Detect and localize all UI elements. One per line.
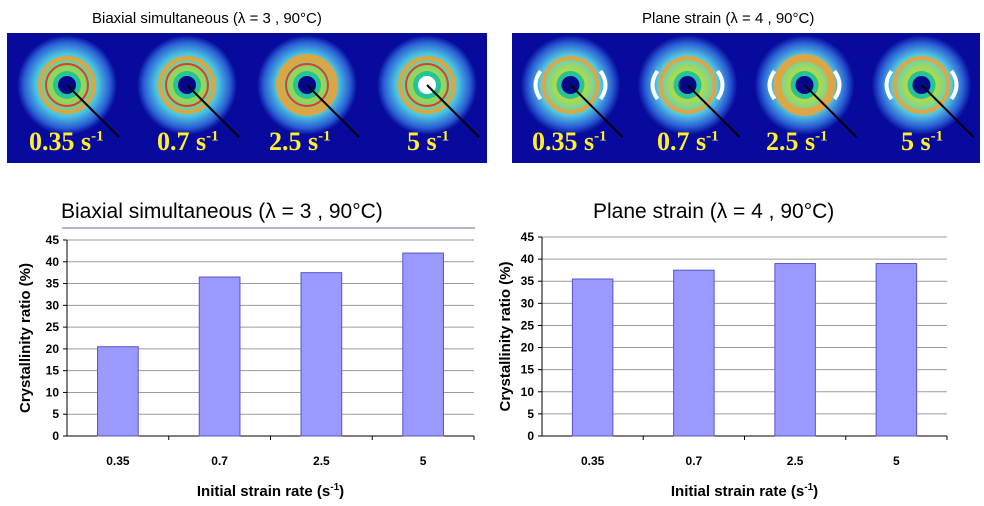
strain-rate-label: 5 s-1: [407, 127, 450, 156]
x-tick-label: 5: [420, 454, 427, 468]
strain-rate-label: 0.7 s-1: [657, 127, 719, 156]
x-axis-label: Initial strain rate (s-1): [671, 482, 818, 500]
biaxial-pattern-strip: 0.35 s-1 0.7 s-1 2.5 s-1 5 s-1: [7, 33, 487, 163]
bar: [97, 346, 139, 437]
biaxial-crystallinity-chart: 0 5 10 15 20 25 30 35 40 45 0.35 0.7 2.5 5 Initial str…: [17, 227, 475, 500]
y-tick-label: 15: [46, 364, 60, 378]
y-tick-label: 45: [521, 230, 535, 244]
strain-rate-label: 2.5 s-1: [766, 127, 828, 156]
strain-rate-label: 0.7 s-1: [157, 127, 219, 156]
y-tick-label: 30: [46, 298, 60, 312]
y-tick-label: 45: [46, 233, 60, 247]
y-tick-label: 40: [46, 255, 60, 269]
x-tick-label: 2.5: [313, 454, 330, 468]
x-axis-label: Initial strain rate (s-1): [197, 482, 344, 500]
strain-rate-label: 5 s-1: [901, 127, 944, 156]
y-tick-label: 0: [527, 429, 534, 443]
y-tick-label: 35: [521, 274, 535, 288]
y-tick-label: 15: [521, 363, 535, 377]
plane-strain-crystallinity-chart: 0 5 10 15 20 25 30 35 40 45 0.35 0.7 2.5 5 Initial str…: [497, 230, 948, 500]
bar: [774, 263, 816, 437]
y-tick-label: 30: [521, 296, 535, 310]
diffraction-pattern: 2.5 s-1: [746, 33, 863, 163]
bar: [402, 252, 444, 437]
y-tick-label: 25: [46, 320, 60, 334]
right-strip-title: Plane strain (λ = 4 , 90°C): [642, 10, 815, 27]
x-tick-label: 0.35: [106, 454, 130, 468]
bar: [198, 276, 241, 437]
plane-strain-pattern-strip: 0.35 s-1 0.7 s-1 2.5 s-1 5 s-1: [512, 33, 980, 163]
diffraction-pattern: 5 s-1: [863, 33, 980, 163]
y-tick-label: 0: [52, 429, 59, 443]
x-tick-label: 2.5: [787, 454, 804, 468]
y-tick-label: 20: [521, 341, 535, 355]
right-chart-title: Plane strain (λ = 4 , 90°C): [593, 200, 835, 223]
x-tick-label: 0.7: [211, 454, 228, 468]
strain-rate-label: 2.5 s-1: [269, 127, 331, 156]
diffraction-pattern: 0.7 s-1: [127, 33, 247, 163]
y-tick-label: 20: [46, 342, 60, 356]
strain-rate-label: 0.35 s-1: [532, 127, 607, 156]
y-tick-label: 10: [46, 385, 60, 399]
y-tick-label: 5: [52, 407, 59, 421]
y-tick-label: 25: [521, 318, 535, 332]
diffraction-pattern: 0.7 s-1: [629, 33, 746, 163]
bar: [571, 278, 614, 437]
y-tick-label: 10: [521, 385, 535, 399]
bar: [673, 269, 715, 437]
diffraction-pattern: 0.35 s-1: [512, 33, 629, 163]
y-tick-label: 40: [521, 252, 535, 266]
x-tick-label: 0.7: [686, 454, 703, 468]
diffraction-pattern: 5 s-1: [367, 33, 487, 163]
x-tick-label: 5: [893, 454, 900, 468]
bar: [875, 263, 918, 437]
diffraction-pattern: 0.35 s-1: [7, 33, 127, 163]
x-tick-label: 0.35: [581, 454, 605, 468]
y-tick-label: 5: [527, 407, 534, 421]
y-axis-label: Crystallinity ratio (%): [497, 261, 514, 411]
left-strip-title: Biaxial simultaneous (λ = 3 , 90°C): [92, 10, 322, 27]
y-axis-label: Crystallinity ratio (%): [17, 263, 34, 413]
strain-rate-label: 0.35 s-1: [29, 127, 104, 156]
y-tick-label: 35: [46, 277, 60, 291]
diffraction-pattern: 2.5 s-1: [247, 33, 367, 163]
bar: [300, 272, 343, 437]
left-chart-title: Biaxial simultaneous (λ = 3 , 90°C): [61, 200, 383, 223]
